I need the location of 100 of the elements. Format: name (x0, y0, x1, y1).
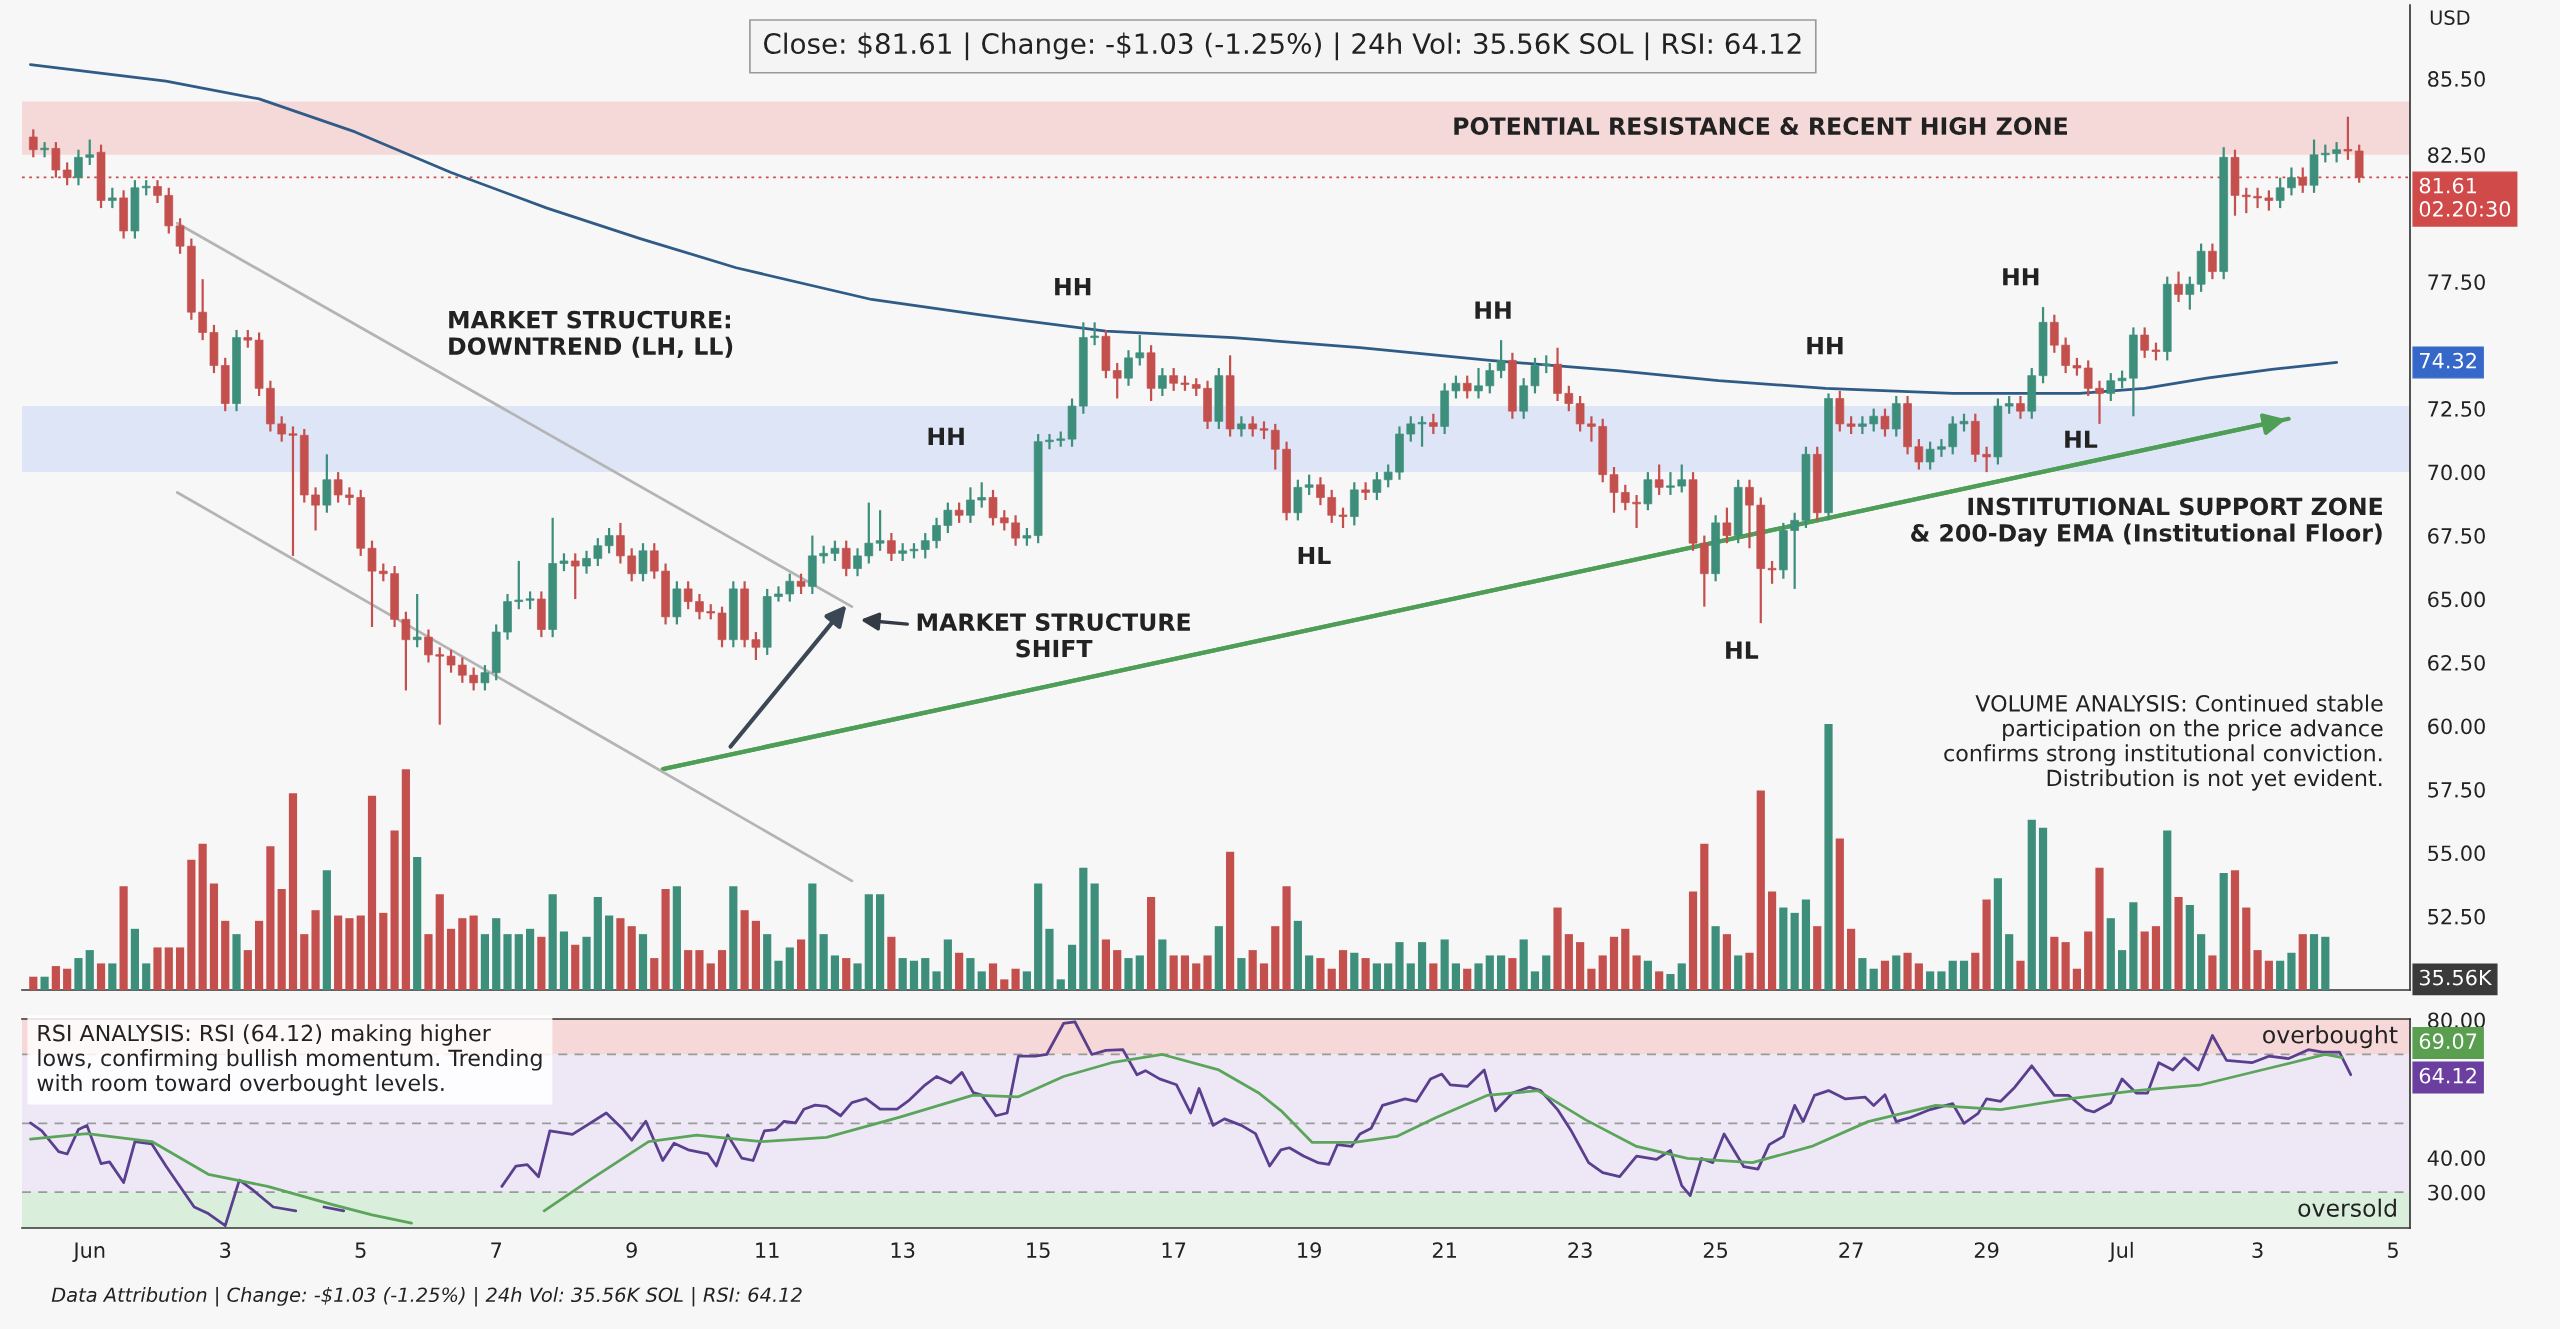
bar (1327, 968, 1336, 990)
annotation: RSI ANALYSIS: RSI (64.12) making higher lows, confirming bullish momentum. Trending with room toward overbought levels. (37, 1024, 542, 1096)
bar (379, 912, 388, 990)
bar (1079, 867, 1088, 990)
bar (1101, 939, 1111, 990)
candlestick (1587, 415, 1596, 443)
candlestick (2185, 275, 2195, 311)
bar (1497, 955, 1506, 990)
candlestick (774, 585, 783, 603)
bar (1034, 883, 1043, 990)
bar (1203, 955, 1212, 990)
x-tick-label: 21 (1432, 1242, 1456, 1258)
bar (616, 918, 625, 990)
bar (322, 870, 331, 990)
text: Close: $81.61 | Change: -$1.03 (-1.25%) | 24h Vol: 35.56K SOL | RSI: 64.12 (763, 32, 1801, 61)
bar (1801, 899, 1811, 990)
bar (2016, 960, 2025, 990)
text: Data Attribution | Change: -$1.03 (-1.25%) | 24h Vol: 35.56K SOL | RSI: 64.12 (51, 1286, 802, 1307)
bar (1858, 958, 1867, 990)
x-tick-label: 7 (491, 1242, 502, 1258)
annotation: HH (1475, 301, 1511, 319)
x-tick-label: 23 (1568, 1242, 1592, 1259)
candlestick (175, 217, 185, 255)
bar (29, 976, 38, 990)
bar (40, 976, 49, 990)
bar (334, 915, 343, 990)
candlestick (582, 549, 591, 575)
bar (2185, 904, 2194, 990)
bar (458, 918, 467, 990)
bar (277, 888, 286, 990)
bar (413, 857, 422, 990)
bar (1609, 936, 1619, 990)
bar (108, 963, 117, 990)
candlestick (2287, 166, 2296, 197)
annotation: HL (1726, 641, 1759, 659)
bar (785, 947, 794, 990)
bar (255, 920, 264, 990)
candlestick (751, 630, 761, 662)
text: 35.56K (2419, 969, 2493, 986)
bar (164, 947, 173, 990)
candlestick (2264, 189, 2274, 212)
band-label: INSTITUTIONAL SUPPORT ZONE & 200-Day EMA (Institutional Floor) (1911, 497, 2382, 547)
bar (175, 947, 185, 990)
candlestick (1609, 465, 1619, 514)
bar (1316, 958, 1325, 990)
candlestick (695, 592, 704, 621)
candlestick (2208, 242, 2217, 281)
candlestick (2106, 372, 2116, 403)
bar (1598, 955, 1607, 990)
bar (2253, 950, 2262, 990)
x-tick-label: 25 (1703, 1242, 1728, 1259)
candlestick (1361, 481, 1370, 502)
candlestick (2095, 379, 2104, 425)
candlestick (2016, 394, 2025, 420)
candlestick (1011, 514, 1020, 547)
bar (1767, 891, 1777, 990)
x-tick-label: 3 (220, 1242, 231, 1259)
candlestick (841, 539, 851, 578)
candlestick (2253, 186, 2262, 210)
candlestick (288, 425, 298, 557)
candlestick (74, 148, 83, 187)
bar (1135, 955, 1144, 990)
candlestick (2174, 270, 2183, 304)
candlestick (1158, 366, 1167, 398)
bar (1587, 968, 1596, 990)
candlestick (1327, 488, 1337, 524)
bar (469, 915, 478, 990)
candlestick (458, 656, 467, 684)
bar (153, 947, 162, 990)
candlestick (1383, 463, 1393, 489)
bar (2287, 952, 2296, 990)
candlestick (932, 516, 941, 550)
bar (300, 934, 309, 990)
band-label: oversold (2298, 1198, 2396, 1217)
candlestick (2241, 186, 2251, 215)
candlestick (920, 531, 930, 560)
bar (1429, 963, 1438, 990)
candlestick (1237, 415, 1246, 438)
y-tick-label: 57.50 (2428, 781, 2485, 798)
bar (706, 963, 715, 990)
annotation: VOLUME ANALYSIS: Continued stable participation on the price advance confirms strong institutional conviction. Distribution is not yet evident. (1944, 694, 2383, 791)
candlestick (864, 501, 874, 565)
candlestick (198, 278, 207, 342)
bar (729, 886, 738, 990)
candlestick (616, 521, 625, 565)
bar (288, 793, 298, 990)
x-tick-label: 15 (1027, 1242, 1050, 1259)
bar (1158, 939, 1167, 990)
candlestick (1745, 478, 1754, 550)
candlestick (1767, 559, 1777, 585)
bar (1000, 979, 1009, 990)
bar (1169, 955, 1178, 990)
bar (1937, 971, 1946, 990)
bar (2163, 830, 2172, 990)
bar (1982, 899, 1991, 990)
bar (266, 846, 275, 990)
bar (187, 859, 196, 990)
candlestick (153, 179, 162, 205)
y-tick-label: 62.50 (2428, 654, 2485, 671)
bar (1926, 971, 1935, 990)
